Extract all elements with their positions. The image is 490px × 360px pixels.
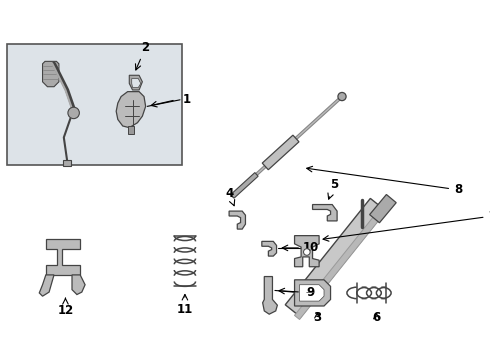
Polygon shape xyxy=(72,275,85,294)
Polygon shape xyxy=(263,276,277,314)
Text: 3: 3 xyxy=(314,311,321,324)
Polygon shape xyxy=(262,241,276,256)
Circle shape xyxy=(304,249,310,255)
Polygon shape xyxy=(369,194,396,223)
Text: 12: 12 xyxy=(57,298,74,318)
Text: 10: 10 xyxy=(303,242,319,255)
Text: 4: 4 xyxy=(225,186,235,206)
Text: 11: 11 xyxy=(177,294,193,316)
Polygon shape xyxy=(232,96,343,197)
Polygon shape xyxy=(294,209,385,320)
Polygon shape xyxy=(63,160,71,166)
Polygon shape xyxy=(294,280,331,306)
Polygon shape xyxy=(127,126,134,134)
Text: 6: 6 xyxy=(372,311,381,324)
Polygon shape xyxy=(231,172,258,198)
Text: 8: 8 xyxy=(307,166,463,196)
FancyBboxPatch shape xyxy=(6,44,182,165)
Circle shape xyxy=(68,107,79,119)
Text: 5: 5 xyxy=(328,179,338,199)
Text: 2: 2 xyxy=(135,41,150,70)
Polygon shape xyxy=(299,285,324,301)
Polygon shape xyxy=(116,92,146,128)
Text: 9: 9 xyxy=(307,287,315,300)
Polygon shape xyxy=(132,78,141,87)
Text: —: — xyxy=(305,288,314,297)
Polygon shape xyxy=(229,211,245,229)
Text: 1: 1 xyxy=(182,93,191,106)
Polygon shape xyxy=(313,204,337,221)
Polygon shape xyxy=(46,239,80,275)
Polygon shape xyxy=(39,275,54,296)
Polygon shape xyxy=(43,61,59,87)
Text: 7: 7 xyxy=(323,210,490,241)
Polygon shape xyxy=(285,198,386,317)
Circle shape xyxy=(338,93,346,101)
Polygon shape xyxy=(129,75,143,90)
Polygon shape xyxy=(294,236,319,267)
Polygon shape xyxy=(262,135,299,170)
